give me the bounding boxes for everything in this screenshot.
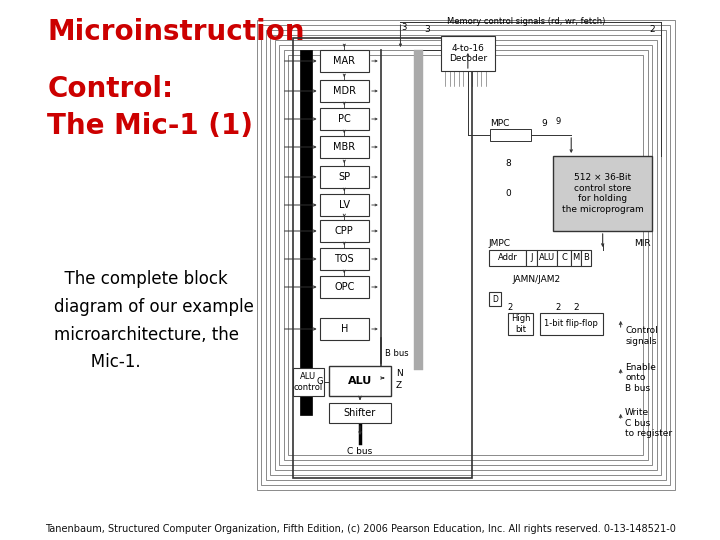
Text: 4-to-16
Decoder: 4-to-16 Decoder [449,44,487,63]
Bar [279,45,652,465]
Text: The Mic-1 (1): The Mic-1 (1) [48,112,253,140]
Text: Z: Z [396,381,402,390]
Text: 2: 2 [649,25,655,35]
Text: Microinstruction: Microinstruction [48,18,305,46]
Text: MPC: MPC [490,119,510,129]
Text: 1-bit flip-flop: 1-bit flip-flop [544,320,598,328]
Bar [320,166,369,188]
Bar [270,35,661,475]
Text: ALU: ALU [539,253,555,262]
Text: G: G [317,376,323,386]
Text: 0: 0 [505,190,511,199]
Bar [292,368,324,396]
Text: 2: 2 [573,303,579,313]
Text: C bus: C bus [347,447,373,456]
Bar [288,55,643,455]
Text: 3: 3 [425,25,431,35]
Text: PC: PC [338,114,351,124]
Text: 8: 8 [505,159,511,167]
Text: TOS: TOS [335,254,354,264]
Text: D: D [492,294,498,303]
Bar [320,108,369,130]
Text: SP: SP [338,172,351,182]
Bar [320,248,369,270]
Text: High
bit: High bit [511,314,531,334]
Text: MDR: MDR [333,86,356,96]
Bar [284,50,647,460]
Text: B: B [583,253,589,262]
Text: Write
C bus
to register: Write C bus to register [625,408,672,438]
Bar [441,36,495,71]
Text: 9: 9 [541,118,547,127]
Text: Control
signals: Control signals [625,326,658,346]
Bar [540,313,603,335]
Bar [261,25,670,485]
Bar [320,220,369,242]
Bar [320,276,369,298]
Bar [300,50,312,415]
Bar [320,50,369,72]
Bar [553,156,652,231]
Text: ALU
control: ALU control [294,372,323,391]
Bar [320,318,369,340]
Bar [489,292,501,306]
Text: CPP: CPP [335,226,354,236]
Text: JMPC: JMPC [489,240,510,248]
Bar [328,403,392,423]
Text: J: J [531,253,533,262]
Text: MAR: MAR [333,56,355,66]
Bar [266,30,665,480]
Text: LV: LV [339,200,350,210]
Bar [320,136,369,158]
Text: Control:: Control: [48,75,174,103]
Text: ALU: ALU [348,376,372,386]
Text: JAMN/JAM2: JAMN/JAM2 [513,275,561,285]
Bar [414,50,423,370]
Text: B bus: B bus [385,348,409,357]
Text: C: C [561,253,567,262]
Bar [320,80,369,102]
Text: N: N [396,369,402,379]
Text: Memory control signals (rd, wr, fetch): Memory control signals (rd, wr, fetch) [447,17,606,26]
Text: H: H [341,324,348,334]
Bar [557,250,571,266]
Text: MIR: MIR [634,240,651,248]
Bar [320,194,369,216]
Text: M: M [572,253,580,262]
Text: 2: 2 [555,303,560,313]
Text: 3: 3 [401,24,407,32]
Text: Enable
onto
B bus: Enable onto B bus [625,363,656,393]
Text: Tanenbaum, Structured Computer Organization, Fifth Edition, (c) 2006 Pearson Edu: Tanenbaum, Structured Computer Organizat… [45,524,675,534]
Bar [581,250,591,266]
Text: Shifter: Shifter [344,408,376,418]
Text: The complete block
diagram of our example
microarchitecture, the
       Mic-1.: The complete block diagram of our exampl… [55,270,254,372]
Bar [537,250,557,266]
Bar [508,313,534,335]
Bar [274,40,657,470]
Bar [526,250,537,266]
Text: 2: 2 [508,303,513,313]
Bar [489,250,526,266]
Text: 9: 9 [555,118,560,126]
Bar [292,38,472,478]
Bar [490,129,531,141]
Bar [256,20,675,490]
Bar [328,366,392,396]
Bar [571,250,581,266]
Text: Addr: Addr [498,253,518,262]
Text: OPC: OPC [334,282,354,292]
Text: 512 × 36-Bit
control store
for holding
the microprogram: 512 × 36-Bit control store for holding t… [562,173,644,214]
Text: MBR: MBR [333,142,356,152]
